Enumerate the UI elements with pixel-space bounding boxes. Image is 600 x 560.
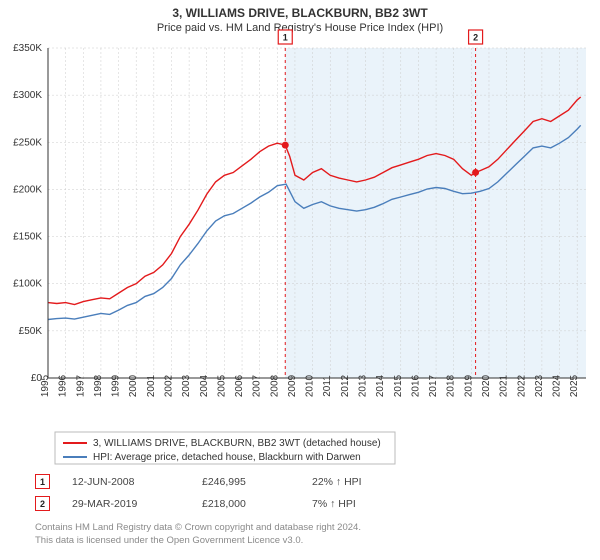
transaction-marker: 1 <box>35 474 50 489</box>
sale-marker-number: 2 <box>473 33 478 43</box>
price-chart: £0£50K£100K£150K£200K£250K£300K£350K1995… <box>0 0 600 470</box>
transaction-price: £246,995 <box>202 476 312 488</box>
transaction-marker: 2 <box>35 496 50 511</box>
transaction-row: 2 29-MAR-2019£218,0007% ↑ HPI <box>35 496 422 511</box>
transaction-date: 12-JUN-2008 <box>72 476 202 488</box>
sale-marker-dot <box>472 169 479 176</box>
transaction-row: 1 12-JUN-2008£246,99522% ↑ HPI <box>35 474 422 489</box>
transaction-date: 29-MAR-2019 <box>72 498 202 510</box>
y-tick-label: £300K <box>13 90 42 101</box>
footer-attribution: Contains HM Land Registry data © Crown c… <box>35 522 361 548</box>
y-tick-label: £250K <box>13 137 42 148</box>
sale-marker-number: 1 <box>283 33 288 43</box>
legend-label: HPI: Average price, detached house, Blac… <box>93 452 361 463</box>
legend-label: 3, WILLIAMS DRIVE, BLACKBURN, BB2 3WT (d… <box>93 438 381 449</box>
y-tick-label: £100K <box>13 279 42 290</box>
transaction-price: £218,000 <box>202 498 312 510</box>
footer-line1: Contains HM Land Registry data © Crown c… <box>35 522 361 535</box>
transaction-pct: 22% ↑ HPI <box>312 476 422 488</box>
sale-marker-dot <box>282 142 289 149</box>
y-tick-label: £200K <box>13 184 42 195</box>
transaction-pct: 7% ↑ HPI <box>312 498 422 510</box>
footer-line2: This data is licensed under the Open Gov… <box>35 535 361 548</box>
y-tick-label: £150K <box>13 232 42 243</box>
y-tick-label: £350K <box>13 43 42 54</box>
y-tick-label: £50K <box>19 326 43 337</box>
